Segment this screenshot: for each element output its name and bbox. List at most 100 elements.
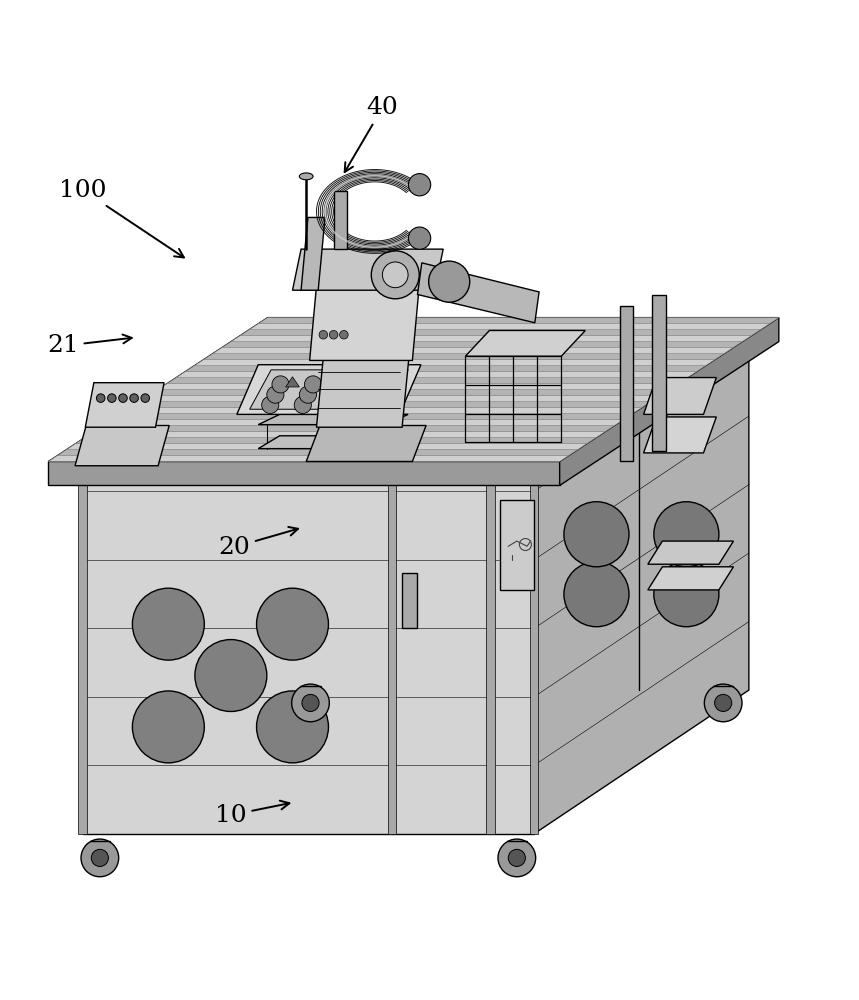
Circle shape — [408, 227, 430, 249]
Circle shape — [302, 694, 319, 711]
Polygon shape — [417, 263, 539, 323]
Circle shape — [262, 396, 279, 414]
Text: 40: 40 — [344, 96, 399, 172]
Circle shape — [132, 588, 204, 660]
Circle shape — [654, 562, 719, 627]
Bar — [652, 295, 666, 451]
Polygon shape — [78, 461, 87, 834]
Circle shape — [339, 330, 348, 339]
Circle shape — [295, 396, 311, 414]
Circle shape — [408, 174, 430, 196]
Circle shape — [257, 588, 328, 660]
Circle shape — [498, 839, 536, 877]
Text: 10: 10 — [215, 801, 289, 827]
Circle shape — [319, 330, 327, 339]
Circle shape — [715, 694, 732, 711]
Polygon shape — [354, 377, 368, 387]
Polygon shape — [195, 360, 715, 366]
Circle shape — [332, 386, 349, 403]
Polygon shape — [213, 348, 734, 354]
Polygon shape — [222, 342, 742, 348]
Circle shape — [337, 376, 354, 393]
Polygon shape — [309, 286, 419, 360]
Polygon shape — [58, 449, 578, 455]
Circle shape — [132, 691, 204, 763]
Bar — [619, 306, 633, 461]
Polygon shape — [466, 330, 585, 356]
Polygon shape — [186, 366, 706, 372]
Polygon shape — [530, 461, 539, 834]
Circle shape — [272, 376, 289, 393]
Polygon shape — [85, 432, 606, 437]
Polygon shape — [259, 436, 408, 449]
Polygon shape — [48, 461, 560, 485]
Circle shape — [564, 562, 629, 627]
Polygon shape — [648, 567, 734, 590]
Circle shape — [119, 394, 127, 402]
Polygon shape — [560, 318, 779, 485]
Circle shape — [382, 262, 408, 288]
Circle shape — [329, 330, 338, 339]
Circle shape — [195, 640, 267, 711]
Polygon shape — [67, 443, 587, 449]
Text: 20: 20 — [218, 527, 298, 559]
Polygon shape — [94, 426, 614, 432]
Circle shape — [371, 251, 419, 299]
Polygon shape — [237, 365, 421, 414]
Polygon shape — [306, 426, 426, 461]
Polygon shape — [259, 414, 408, 425]
Polygon shape — [82, 461, 534, 834]
Circle shape — [141, 394, 149, 402]
Polygon shape — [158, 384, 679, 390]
Circle shape — [429, 261, 470, 302]
Circle shape — [257, 691, 328, 763]
Bar — [333, 191, 347, 249]
Text: 100: 100 — [59, 179, 184, 258]
Polygon shape — [113, 414, 633, 420]
Polygon shape — [231, 336, 752, 342]
Circle shape — [654, 502, 719, 567]
Circle shape — [369, 376, 387, 393]
Polygon shape — [48, 318, 779, 461]
Polygon shape — [176, 372, 697, 378]
Circle shape — [704, 684, 742, 722]
Polygon shape — [103, 420, 624, 426]
Polygon shape — [259, 318, 779, 324]
Polygon shape — [168, 378, 687, 384]
Text: 21: 21 — [47, 334, 131, 357]
Polygon shape — [486, 461, 495, 834]
Polygon shape — [293, 249, 443, 290]
Circle shape — [81, 839, 119, 877]
Polygon shape — [131, 402, 651, 408]
Polygon shape — [301, 217, 325, 290]
Polygon shape — [249, 324, 770, 330]
Polygon shape — [140, 396, 660, 402]
Circle shape — [299, 386, 316, 403]
Circle shape — [267, 386, 284, 403]
Circle shape — [91, 849, 108, 866]
Circle shape — [292, 684, 329, 722]
Polygon shape — [204, 354, 724, 360]
Polygon shape — [387, 461, 396, 834]
Circle shape — [107, 394, 116, 402]
Circle shape — [564, 502, 629, 567]
Polygon shape — [48, 455, 569, 461]
Circle shape — [364, 386, 381, 403]
Polygon shape — [76, 437, 596, 443]
Polygon shape — [316, 357, 409, 427]
Circle shape — [326, 396, 344, 414]
Polygon shape — [286, 377, 299, 387]
Polygon shape — [320, 377, 333, 387]
Polygon shape — [643, 378, 716, 414]
Circle shape — [96, 394, 105, 402]
Polygon shape — [149, 390, 669, 396]
Polygon shape — [643, 417, 716, 453]
Bar — [402, 573, 417, 628]
Polygon shape — [534, 318, 749, 834]
Polygon shape — [75, 426, 169, 466]
Circle shape — [304, 376, 321, 393]
Circle shape — [359, 396, 376, 414]
Circle shape — [130, 394, 138, 402]
Polygon shape — [85, 383, 164, 427]
Polygon shape — [121, 408, 642, 414]
